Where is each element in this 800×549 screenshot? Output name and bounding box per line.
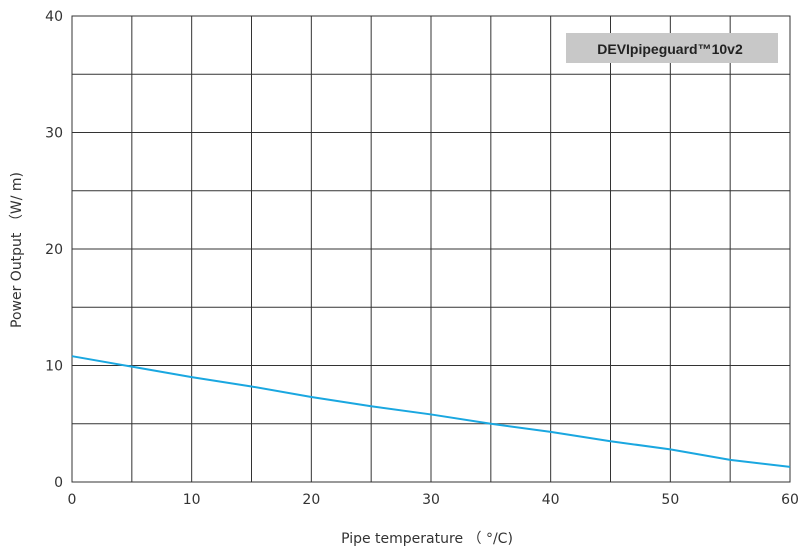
legend-box bbox=[566, 33, 778, 63]
legend: DEVIpipeguard™10v2 bbox=[566, 33, 778, 63]
legend-series-label: DEVIpipeguard™10v2 bbox=[597, 41, 743, 57]
grid-lines bbox=[72, 16, 790, 482]
x-tick-label: 0 bbox=[68, 492, 77, 508]
x-tick-label: 20 bbox=[302, 492, 320, 508]
x-axis-label: Pipe temperature （ °/C) bbox=[341, 531, 513, 547]
y-tick-label: 10 bbox=[45, 359, 63, 375]
plot-frame bbox=[71, 15, 791, 483]
y-tick-label: 0 bbox=[54, 475, 63, 491]
x-tick-labels: 0 10 20 30 40 50 60 bbox=[68, 492, 799, 508]
x-tick-label: 60 bbox=[781, 492, 799, 508]
y-tick-label: 30 bbox=[45, 126, 63, 142]
series-group bbox=[71, 355, 791, 468]
x-tick-label: 50 bbox=[661, 492, 679, 508]
y-tick-label: 20 bbox=[45, 242, 63, 258]
plot-border bbox=[71, 15, 791, 483]
x-tick-label: 10 bbox=[183, 492, 201, 508]
x-tick-label: 30 bbox=[422, 492, 440, 508]
y-tick-labels: 0 10 20 30 40 bbox=[45, 9, 63, 491]
x-tick-label: 40 bbox=[542, 492, 560, 508]
series-line bbox=[71, 355, 791, 468]
y-axis-label: Power Output （W/ m) bbox=[9, 172, 25, 328]
y-tick-label: 40 bbox=[45, 9, 63, 25]
